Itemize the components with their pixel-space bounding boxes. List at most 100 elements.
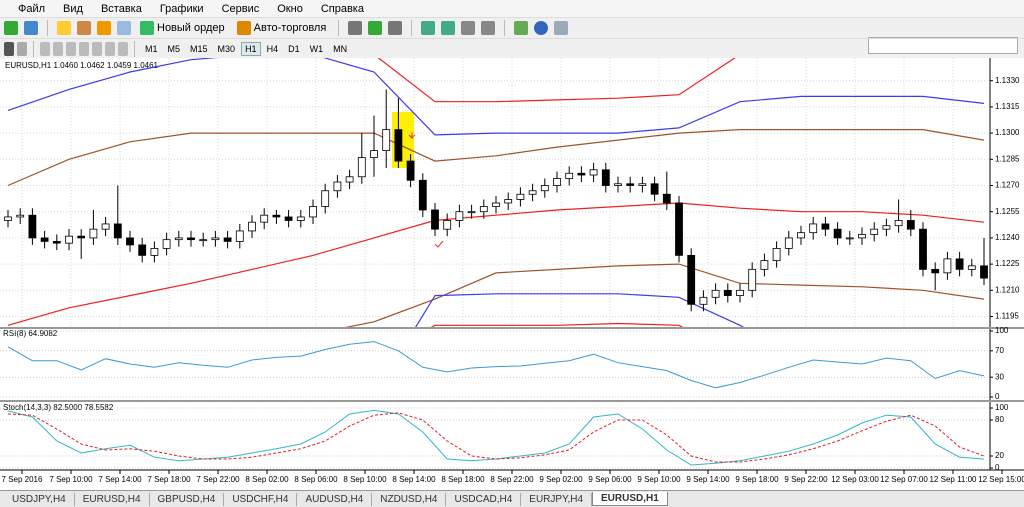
icon[interactable] — [461, 21, 476, 35]
candle-body — [723, 289, 732, 296]
menu-item[interactable]: Вставка — [100, 2, 142, 15]
chart-tab[interactable]: NZDUSD,H4 — [372, 492, 447, 506]
y-tick-label: 20 — [995, 451, 1004, 460]
icon[interactable] — [57, 21, 71, 35]
icon[interactable] — [421, 21, 436, 35]
menu-item[interactable]: Сервис — [221, 2, 260, 15]
timeframe-button[interactable]: D1 — [288, 43, 300, 54]
icon[interactable] — [534, 21, 549, 35]
chart-tab[interactable]: USDCAD,H4 — [446, 492, 522, 506]
chart-tab[interactable]: EURUSD,H4 — [75, 492, 150, 506]
candle-body — [870, 228, 879, 235]
candle-body — [16, 214, 25, 218]
panel-separator — [0, 400, 1024, 402]
icon[interactable] — [368, 21, 383, 35]
icon[interactable] — [481, 21, 496, 35]
chart-header: EURUSD,H1 1.0460 1.0462 1.0459 1.0461 — [5, 61, 159, 70]
stoch-panel — [0, 407, 990, 469]
icon[interactable] — [117, 21, 131, 35]
new-order-button[interactable]: Новый ордер — [137, 21, 228, 35]
candle-body — [260, 214, 269, 223]
x-tick-label: 9 Sep 14:00 — [686, 475, 730, 484]
indicator-line — [7, 409, 985, 466]
icon[interactable] — [17, 41, 27, 56]
chart-tab[interactable]: GBPUSD,H4 — [150, 492, 225, 506]
indicator-line — [7, 412, 985, 463]
icon[interactable] — [97, 21, 111, 35]
candle-body — [235, 230, 244, 242]
icon[interactable] — [66, 41, 76, 56]
icon[interactable] — [348, 21, 363, 35]
chart-tab[interactable]: EURUSD,H1 — [592, 492, 668, 506]
chart-tab[interactable]: USDCHF,H4 — [224, 492, 298, 506]
candle-body — [101, 223, 110, 230]
search-box[interactable] — [868, 37, 1018, 54]
x-tick-label: 7 Sep 22:00 — [196, 475, 240, 484]
y-tick-label: 100 — [995, 403, 1009, 412]
icon[interactable] — [105, 41, 115, 56]
x-tick-label: 7 Sep 2016 — [2, 475, 43, 484]
candle-body — [516, 193, 525, 200]
icon[interactable] — [554, 21, 569, 35]
candle-body — [906, 220, 915, 230]
candle-body — [455, 211, 464, 221]
timeframe-button[interactable]: W1 — [309, 43, 324, 54]
separator — [504, 20, 506, 36]
candle-body — [577, 172, 586, 176]
band-line — [7, 202, 985, 326]
chart-tab[interactable]: AUDUSD,H4 — [297, 492, 373, 506]
candle-body — [126, 237, 134, 246]
icon[interactable] — [79, 41, 89, 56]
timeframe-button[interactable]: H1 — [241, 41, 261, 56]
icon[interactable] — [53, 41, 63, 56]
timeframe-button[interactable]: M30 — [217, 43, 236, 54]
x-tick-label: 8 Sep 14:00 — [392, 475, 436, 484]
candle-body — [113, 223, 122, 239]
icon[interactable] — [441, 21, 456, 35]
candle-body — [845, 237, 854, 240]
candle-body — [882, 225, 891, 230]
icon[interactable] — [92, 41, 102, 56]
chart-tab[interactable]: USDJPY,H4 — [4, 492, 75, 506]
label: Новый ордер — [157, 22, 225, 34]
timeframe-button[interactable]: M15 — [190, 43, 208, 54]
icon — [140, 21, 154, 35]
y-tick-label: 70 — [995, 346, 1004, 355]
x-tick-label: 8 Sep 10:00 — [343, 475, 387, 484]
icon[interactable] — [4, 41, 14, 56]
menu-item[interactable]: Графики — [159, 2, 204, 15]
chart-tab[interactable]: EURJPY,H4 — [521, 492, 593, 506]
icon[interactable] — [77, 21, 91, 35]
candle-body — [174, 237, 183, 241]
toolbar: Новый ордер Авто-торговля — [0, 17, 1024, 54]
x-tick-label: 7 Sep 14:00 — [98, 475, 142, 484]
icon[interactable] — [40, 41, 50, 56]
candle-body — [370, 150, 378, 158]
icon[interactable] — [118, 41, 128, 56]
timeframe-button[interactable]: MN — [333, 43, 348, 54]
x-tick-label: 9 Sep 10:00 — [637, 475, 681, 484]
y-tick-label: 100 — [995, 326, 1009, 335]
timeframe-button[interactable]: M5 — [167, 43, 181, 54]
timeframe-button[interactable]: M1 — [145, 43, 158, 54]
candle-body — [687, 254, 696, 305]
band-line — [344, 263, 985, 327]
menu-item[interactable]: Окно — [277, 2, 303, 15]
icon[interactable] — [388, 21, 403, 35]
candle-body — [211, 237, 220, 241]
menu-item[interactable]: Вид — [63, 2, 83, 15]
y-tick-label: 1.1225 — [995, 259, 1020, 268]
candle-body — [858, 234, 866, 239]
icon — [236, 21, 251, 35]
y-tick-label: 80 — [995, 415, 1004, 424]
timeframe-button[interactable]: H4 — [266, 43, 279, 54]
candle-body — [479, 206, 488, 213]
menu-item[interactable]: Справка — [320, 2, 364, 15]
icon[interactable] — [514, 21, 529, 35]
auto-trading-button[interactable]: Авто-торговля — [234, 21, 330, 35]
icon[interactable] — [4, 21, 18, 35]
menu-item[interactable]: Файл — [18, 2, 46, 15]
icon[interactable] — [24, 21, 38, 35]
candle-body — [614, 183, 622, 186]
candle-body — [565, 172, 574, 179]
